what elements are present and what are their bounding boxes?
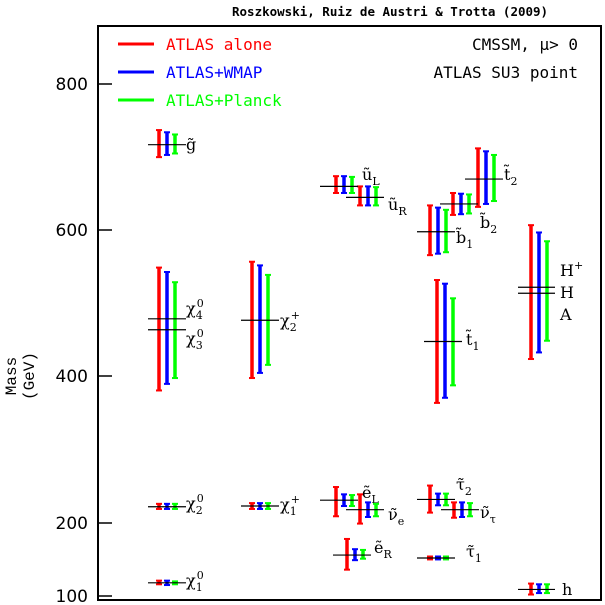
label-neutralino1: χ10 bbox=[186, 569, 204, 594]
label-sbottom1: b̃1 bbox=[456, 227, 474, 251]
label-chargino2: χ2+ bbox=[280, 309, 300, 334]
label-neutralino4: χ40 bbox=[186, 297, 204, 322]
label-heavy-higgs: H bbox=[560, 283, 574, 302]
error-bars bbox=[148, 129, 555, 596]
label-light-higgs: h bbox=[562, 580, 572, 599]
label-gluino: g̃ bbox=[186, 135, 196, 154]
label-charged-higgs: H+ bbox=[560, 259, 583, 280]
y-tick-label: 400 bbox=[56, 367, 88, 387]
label-neutralino2: χ20 bbox=[186, 492, 204, 517]
particle-labels: g̃ χ40 χ30 χ20 χ10 χ2+ χ1+ ũL ũR ẽL ν̃e … bbox=[186, 135, 583, 599]
label-squark-uR: ũR bbox=[388, 195, 407, 218]
label-neutralino3: χ30 bbox=[186, 327, 204, 352]
model-label: CMSSM, μ> 0 bbox=[472, 35, 578, 54]
y-axis: 100 200 400 600 800 bbox=[56, 75, 112, 605]
label-stau2: τ̃2 bbox=[456, 475, 472, 498]
label-sneutrino-e: ν̃e bbox=[388, 505, 404, 528]
legend: ATLAS alone ATLAS+WMAP ATLAS+Planck bbox=[118, 35, 282, 110]
label-sbottom2: b̃2 bbox=[480, 212, 498, 236]
label-stau1: τ̃1 bbox=[466, 542, 482, 565]
label-squark-uL: ũL bbox=[362, 165, 380, 188]
y-axis-label: Mass (GeV) bbox=[3, 352, 39, 401]
label-sneutrino-tau: ν̃τ bbox=[480, 503, 496, 526]
label-selectron-R: ẽR bbox=[374, 538, 392, 561]
label-chargino1: χ1+ bbox=[280, 493, 300, 518]
plot-frame bbox=[97, 25, 602, 601]
y-tick-label: 100 bbox=[56, 587, 88, 605]
y-tick-label: 800 bbox=[56, 75, 88, 95]
benchmark-label: ATLAS SU3 point bbox=[434, 63, 579, 82]
label-stop2: t̃2 bbox=[503, 164, 517, 188]
legend-label-atlas-wmap: ATLAS+WMAP bbox=[166, 63, 262, 82]
label-stop1: t̃1 bbox=[465, 329, 479, 353]
label-pseudoscalar-higgs: A bbox=[559, 305, 572, 324]
credit-text: Roszkowski, Ruiz de Austri & Trotta (200… bbox=[232, 4, 549, 19]
y-tick-label: 200 bbox=[56, 514, 88, 534]
legend-label-atlas-alone: ATLAS alone bbox=[166, 35, 272, 54]
y-tick-label: 600 bbox=[56, 221, 88, 241]
legend-label-atlas-planck: ATLAS+Planck bbox=[166, 91, 282, 110]
